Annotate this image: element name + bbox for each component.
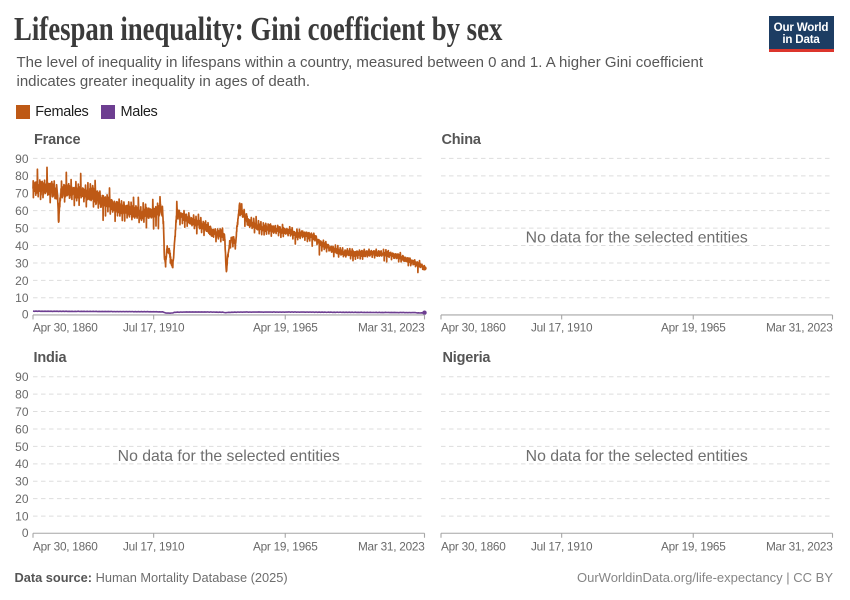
svg-text:80: 80 [15,388,29,402]
svg-text:India: India [34,350,68,366]
svg-text:0: 0 [22,308,29,322]
svg-text:Apr 19, 1965: Apr 19, 1965 [661,321,726,335]
svg-text:Jul 17, 1910: Jul 17, 1910 [123,321,185,335]
svg-text:Nigeria: Nigeria [443,350,492,366]
svg-text:No data for the selected entit: No data for the selected entities [118,448,340,465]
svg-text:70: 70 [15,187,29,201]
svg-text:50: 50 [15,222,29,236]
svg-text:20: 20 [15,492,29,506]
svg-text:Apr 30, 1860: Apr 30, 1860 [33,321,98,335]
svg-text:Apr 30, 1860: Apr 30, 1860 [441,321,506,335]
svg-text:Jul 17, 1910: Jul 17, 1910 [123,540,185,554]
svg-text:China: China [442,132,482,148]
svg-text:Mar 31, 2023: Mar 31, 2023 [766,540,833,554]
svg-text:90: 90 [15,152,29,166]
svg-text:60: 60 [15,422,29,436]
svg-text:30: 30 [15,256,29,270]
svg-text:10: 10 [15,291,29,305]
svg-text:40: 40 [15,239,29,253]
svg-text:90: 90 [15,370,29,384]
svg-text:0: 0 [22,526,29,540]
svg-text:Apr 30, 1860: Apr 30, 1860 [33,540,98,554]
svg-text:Mar 31, 2023: Mar 31, 2023 [358,540,425,554]
svg-text:Mar 31, 2023: Mar 31, 2023 [766,321,833,335]
svg-text:No data for the selected entit: No data for the selected entities [526,448,748,465]
svg-text:Jul 17, 1910: Jul 17, 1910 [531,540,593,554]
svg-text:80: 80 [15,169,29,183]
svg-text:Apr 19, 1965: Apr 19, 1965 [253,321,318,335]
svg-text:30: 30 [15,475,29,489]
svg-text:Apr 19, 1965: Apr 19, 1965 [661,540,726,554]
svg-text:40: 40 [15,457,29,471]
svg-text:70: 70 [15,405,29,419]
svg-text:10: 10 [15,509,29,523]
svg-text:60: 60 [15,204,29,218]
svg-text:Apr 19, 1965: Apr 19, 1965 [253,540,318,554]
svg-text:No data for the selected entit: No data for the selected entities [526,230,748,247]
svg-text:Jul 17, 1910: Jul 17, 1910 [531,321,593,335]
svg-text:20: 20 [15,274,29,288]
svg-text:Mar 31, 2023: Mar 31, 2023 [358,321,425,335]
svg-text:50: 50 [15,440,29,454]
svg-text:Apr 30, 1860: Apr 30, 1860 [441,540,506,554]
svg-text:France: France [34,132,80,148]
